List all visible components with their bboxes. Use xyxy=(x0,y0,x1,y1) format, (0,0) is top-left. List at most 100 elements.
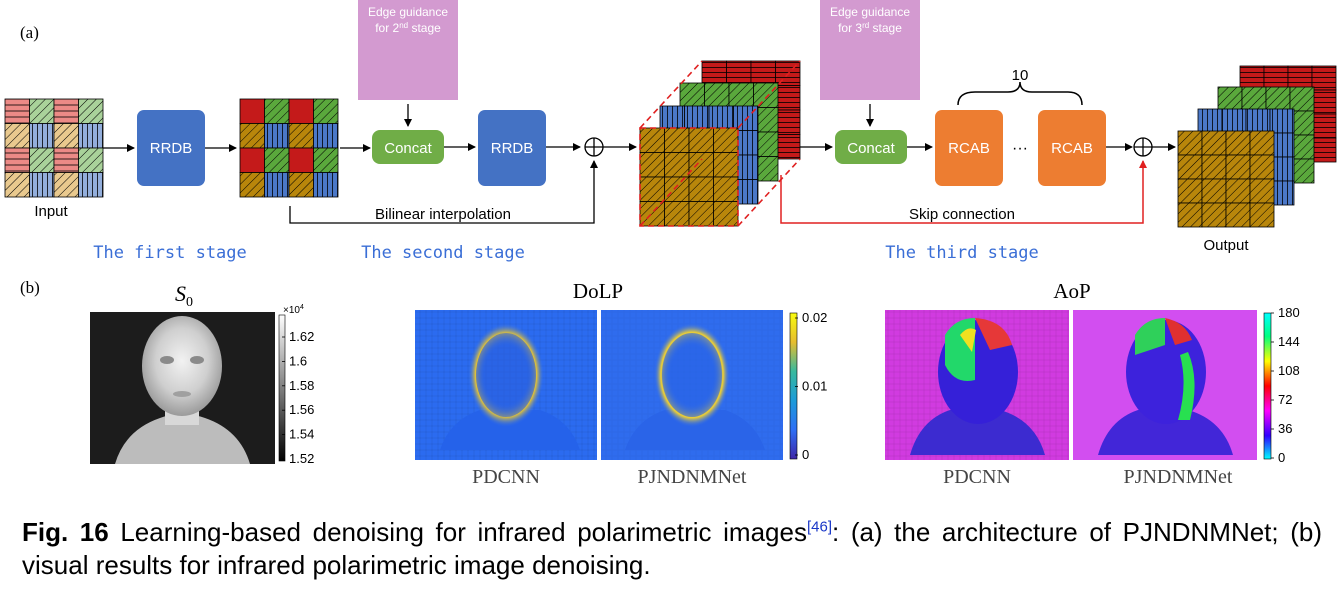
first-stage-output-mosaic xyxy=(239,98,339,198)
aop-tick-label: 180 xyxy=(1278,305,1300,320)
dolp-results: DoLP 0.02 0.01 0 PDCNN PJNDNMNet xyxy=(415,279,827,488)
figure-svg: (a) Input RRDB Edge guidance for 2nd sta… xyxy=(4,0,1337,488)
stack-cell xyxy=(713,127,739,153)
figure-number: Fig. 16 xyxy=(22,517,109,547)
stack-cell xyxy=(1263,65,1289,91)
aop-pdcnn-image xyxy=(885,310,1069,460)
stack-cell xyxy=(1311,89,1337,115)
edge-guidance-3-line1: Edge guidance xyxy=(830,5,910,19)
aop-tick-label: 72 xyxy=(1278,392,1292,407)
stack-cell xyxy=(1201,130,1227,156)
mosaic-cell xyxy=(264,147,290,173)
dolp-pjndnmnet-image xyxy=(601,310,783,460)
caption-text-part2: : (a) the architecture of PJNDNMNet; (b)… xyxy=(22,517,1322,580)
stack-cell xyxy=(664,201,690,227)
s0-colorbar-exponent: ×104 xyxy=(283,304,304,316)
concat-block-1: Concat xyxy=(372,130,444,164)
stack-cell xyxy=(1249,154,1275,180)
stack-cell xyxy=(1217,86,1243,112)
stack-cell xyxy=(713,176,739,202)
mosaic-cell xyxy=(239,98,265,124)
mosaic-cell xyxy=(313,98,339,124)
mosaic-cell xyxy=(53,98,79,124)
output-polarization-stack: Output xyxy=(1177,65,1337,254)
aop-colorbar xyxy=(1263,312,1272,460)
stack-cell xyxy=(1221,108,1247,134)
stack-cell xyxy=(1177,202,1203,228)
mosaic-cell xyxy=(29,172,55,198)
stack-cell xyxy=(1249,202,1275,228)
stack-cell xyxy=(713,152,739,178)
stack-cell xyxy=(688,201,714,227)
stack-cell xyxy=(1269,108,1295,134)
stack-cell xyxy=(726,60,752,86)
edge-guidance-2-line2: for 2nd stage xyxy=(375,21,441,35)
dolp-method-pdcnn: PDCNN xyxy=(472,466,540,488)
rcab-count: 10 xyxy=(1012,67,1029,84)
mosaic-cell xyxy=(29,98,55,124)
skip-label: Skip connection xyxy=(909,206,1015,223)
stack-cell xyxy=(775,134,801,160)
aop-method-pdcnn: PDCNN xyxy=(943,466,1011,488)
stack-cell xyxy=(1225,130,1251,156)
dolp-tick-label: 0.01 xyxy=(802,379,827,394)
rrdb-block-1: RRDB xyxy=(137,110,205,186)
stack-cell xyxy=(750,60,776,86)
cube-outline xyxy=(639,60,801,227)
panel-b-label: (b) xyxy=(20,278,40,297)
s0-title: S0 xyxy=(175,281,193,310)
dolp-title: DoLP xyxy=(573,279,623,303)
aop-results: AoP 180 144 108 72 36 0 PDCNN PJNDNMNet xyxy=(885,279,1300,488)
aop-tick-label: 36 xyxy=(1278,421,1292,436)
stack-cell xyxy=(664,127,690,153)
sum-node-2 xyxy=(1133,137,1153,157)
mosaic-cell xyxy=(264,123,290,149)
rrdb-block-2: RRDB xyxy=(478,110,546,186)
stack-cell xyxy=(1177,154,1203,180)
s0-tick-label: 1.54 xyxy=(289,427,314,442)
edge-guidance-2-line1: Edge guidance xyxy=(368,5,448,19)
mosaic-cell xyxy=(29,123,55,149)
stack-cell xyxy=(1225,202,1251,228)
mosaic-cell xyxy=(264,98,290,124)
edge-guidance-3rd-stage: Edge guidance for 3rd stage xyxy=(820,0,920,100)
stack-cell xyxy=(1265,86,1291,112)
aop-pjndnmnet-image xyxy=(1073,310,1257,460)
intermediate-polarization-stack xyxy=(639,60,801,227)
stack-cell xyxy=(1197,108,1223,134)
bilinear-label: Bilinear interpolation xyxy=(375,206,511,223)
s0-result: S0 ×104 1.62 1.6 1.58 1.56 1.54 1.52 xyxy=(90,281,314,466)
s0-tick-label: 1.52 xyxy=(289,451,314,466)
mosaic-cell xyxy=(53,172,79,198)
stack-cell xyxy=(1201,202,1227,228)
dolp-method-pjndnmnet: PJNDNMNet xyxy=(638,466,747,488)
stack-cell xyxy=(664,176,690,202)
rcab-block-1: RCAB xyxy=(935,110,1003,186)
stack-cell xyxy=(659,105,685,131)
mosaic-cell xyxy=(4,172,30,198)
mosaic-cell xyxy=(29,147,55,173)
stack-cell xyxy=(1289,86,1315,112)
mosaic-cell xyxy=(288,98,314,124)
mosaic-cell xyxy=(78,123,104,149)
rcab-repeat-brace: 10 xyxy=(957,67,1083,106)
stack-cell xyxy=(679,82,705,108)
rrdb-label: RRDB xyxy=(150,140,193,157)
stack-cell xyxy=(688,176,714,202)
stack-cell xyxy=(701,60,727,86)
s0-tick-label: 1.6 xyxy=(289,353,307,368)
mosaic-cell xyxy=(313,147,339,173)
stack-cell xyxy=(1201,178,1227,204)
edge-guidance-2nd-stage: Edge guidance for 2nd stage xyxy=(358,0,458,100)
input-mosaic: Input xyxy=(4,98,104,220)
rcab-label: RCAB xyxy=(1051,140,1093,157)
s0-colorbar xyxy=(278,314,286,462)
dolp-pdcnn-image xyxy=(415,310,597,460)
mosaic-cell xyxy=(4,123,30,149)
aop-tick-label: 144 xyxy=(1278,334,1300,349)
mosaic-cell xyxy=(78,147,104,173)
stack-cell xyxy=(688,127,714,153)
mosaic-cell xyxy=(239,123,265,149)
bilinear-interpolation-path: Bilinear interpolation xyxy=(289,160,598,224)
stack-cell xyxy=(1177,178,1203,204)
